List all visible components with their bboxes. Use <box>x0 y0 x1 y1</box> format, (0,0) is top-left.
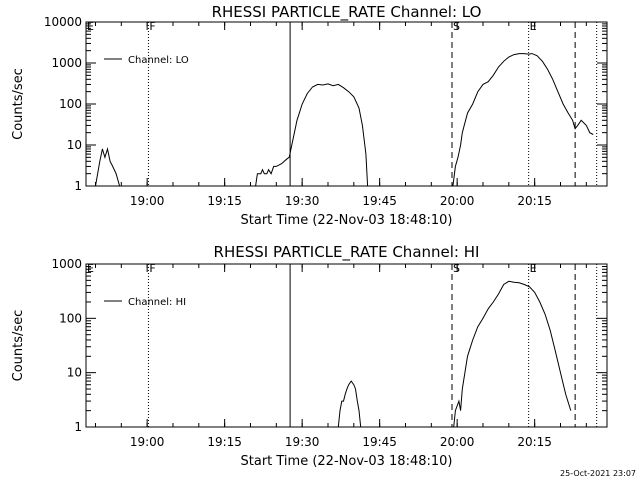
lo-y-axis-label: Counts/sec <box>11 68 26 140</box>
hi-legend-label: Channel: HI <box>128 297 186 308</box>
lo-legend-label: Channel: LO <box>128 55 189 66</box>
lo-series-line <box>255 83 369 187</box>
hi-marker-label: E <box>530 262 537 275</box>
hi-y-axis-label: Counts/sec <box>11 310 26 382</box>
lo-x-tick-label: 19:45 <box>362 194 397 208</box>
lo-series-line <box>95 147 121 187</box>
lo-x-axis-label: Start Time (22-Nov-03 18:48:10) <box>241 213 453 228</box>
hi-y-tick-label: 1000 <box>51 257 82 271</box>
lo-x-tick-label: 19:30 <box>285 194 320 208</box>
lo-channel-panel: RHESSI PARTICLE_RATE Channel: LO Start T… <box>11 3 608 228</box>
hi-chart-title: RHESSI PARTICLE_RATE Channel: HI <box>214 243 480 262</box>
lo-x-tick-label: 20:15 <box>517 194 552 208</box>
lo-y-tick-label: 10 <box>67 138 82 152</box>
lo-x-tick-label: 19:15 <box>207 194 242 208</box>
lo-x-tick-label: 19:00 <box>130 194 165 208</box>
hi-y-tick-label: 10 <box>67 366 82 380</box>
lo-y-tick-label: 100 <box>59 97 82 111</box>
hi-x-tick-label: 20:00 <box>440 435 475 449</box>
hi-x-tick-label: 20:15 <box>517 435 552 449</box>
hi-plot-frame <box>85 263 608 428</box>
hi-channel-panel: RHESSI PARTICLE_RATE Channel: HI Start T… <box>11 243 608 469</box>
lo-marker-label: E <box>87 20 94 33</box>
lo-marker-label: S <box>453 20 460 33</box>
hi-marker-label: E <box>87 262 94 275</box>
hi-y-tick-label: 100 <box>59 311 82 325</box>
lo-y-tick-label: 1000 <box>51 56 82 70</box>
lo-series-line <box>452 53 594 187</box>
lo-marker-label: E <box>530 20 537 33</box>
hi-x-axis-label: Start Time (22-Nov-03 18:48:10) <box>241 454 453 469</box>
hi-x-tick-label: 19:00 <box>130 435 165 449</box>
footer-timestamp: 25-Oct-2021 23:07 <box>560 469 636 478</box>
lo-x-tick-label: 20:00 <box>440 194 475 208</box>
lo-y-tick-label: 1 <box>74 179 82 193</box>
lo-y-tick-label: 10000 <box>44 15 82 29</box>
lo-chart-title: RHESSI PARTICLE_RATE Channel: LO <box>212 3 482 22</box>
hi-x-tick-label: 19:45 <box>362 435 397 449</box>
lo-marker-label: F <box>149 20 155 33</box>
hi-marker-label: S <box>453 262 460 275</box>
hi-x-tick-label: 19:15 <box>207 435 242 449</box>
hi-marker-label: F <box>149 262 155 275</box>
hi-series-line <box>453 280 572 428</box>
hi-y-tick-label: 1 <box>74 420 82 434</box>
hi-series-line <box>337 380 362 428</box>
hi-x-tick-label: 19:30 <box>285 435 320 449</box>
